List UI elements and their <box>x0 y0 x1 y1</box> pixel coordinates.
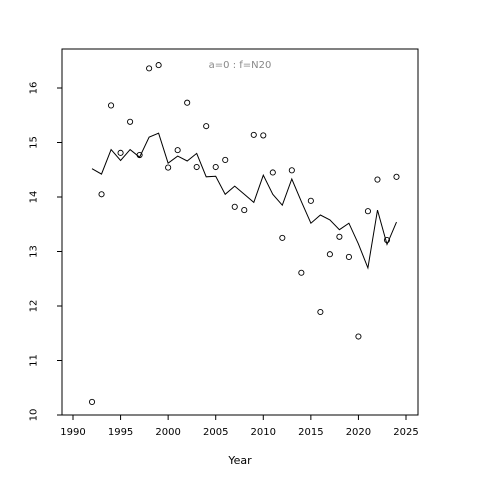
y-tick-label: 10 <box>29 409 40 422</box>
data-point <box>203 123 210 130</box>
x-tick-label: 2025 <box>393 427 418 438</box>
data-point <box>222 156 229 163</box>
x-tick-label: 2000 <box>155 427 180 438</box>
data-point <box>355 333 362 340</box>
data-point <box>127 118 134 125</box>
x-tick-label: 1990 <box>60 427 85 438</box>
y-tick-label: 12 <box>29 300 40 313</box>
data-point <box>393 173 400 180</box>
y-tick-label: 14 <box>29 191 40 204</box>
data-point <box>174 147 181 154</box>
series-layer <box>88 62 400 405</box>
data-point <box>155 62 162 69</box>
x-tick-label: 2015 <box>298 427 323 438</box>
data-point <box>374 176 381 183</box>
x-axis: 1990 1995 2000 2005 2010 2015 2020 2025 <box>60 415 419 438</box>
plot-box <box>61 48 419 416</box>
data-point <box>336 233 343 240</box>
data-point <box>260 132 267 139</box>
data-point <box>317 308 324 316</box>
x-tick-label: 2005 <box>203 427 228 438</box>
data-point <box>184 99 191 106</box>
x-tick-label: 1995 <box>108 427 133 438</box>
y-tick-label: 16 <box>29 82 40 95</box>
data-point <box>298 269 305 276</box>
data-point <box>212 163 219 171</box>
data-point <box>165 164 172 171</box>
data-point <box>364 208 371 215</box>
data-point <box>98 191 105 198</box>
x-tick-label: 2020 <box>346 427 371 438</box>
y-axis: 10 11 12 13 14 15 16 <box>29 82 62 422</box>
data-point <box>231 203 238 210</box>
y-tick-label: 13 <box>29 245 40 258</box>
data-point <box>250 131 257 138</box>
trend-line <box>91 132 397 270</box>
data-point <box>307 197 314 204</box>
data-point <box>345 253 352 261</box>
y-tick-label: 11 <box>29 354 40 367</box>
data-point <box>241 207 248 214</box>
data-point <box>326 251 333 258</box>
data-point <box>146 65 153 72</box>
data-point <box>117 149 124 156</box>
data-point <box>88 398 96 405</box>
x-tick-label: 2010 <box>251 427 276 438</box>
data-point <box>269 169 276 176</box>
chart-annotation: a=0 : f=N20 <box>209 60 272 71</box>
data-point <box>288 167 295 174</box>
x-axis-title: Year <box>227 454 252 467</box>
data-point <box>108 102 115 109</box>
data-point <box>193 163 200 171</box>
data-point <box>279 234 286 241</box>
y-tick-label: 15 <box>29 136 40 149</box>
